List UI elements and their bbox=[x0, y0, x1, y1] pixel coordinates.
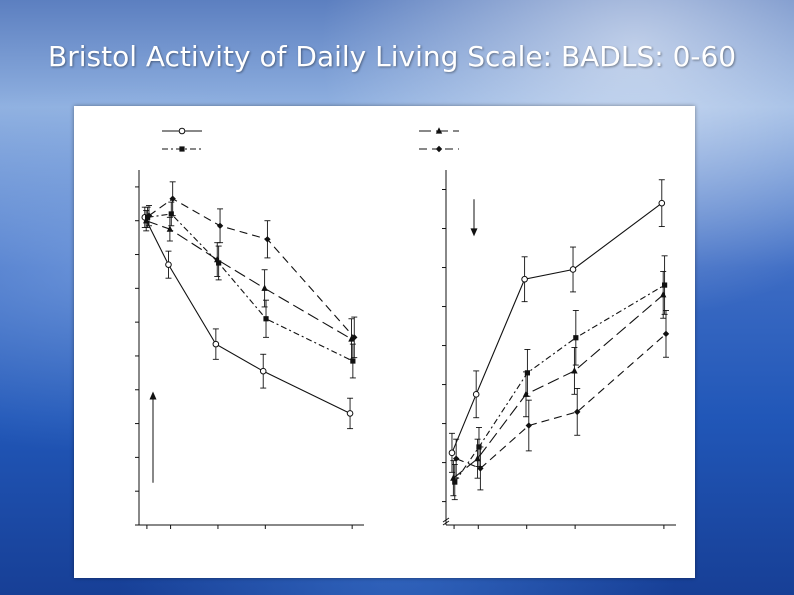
badls-series-active-donepezil-and-placebo-memantine-point bbox=[571, 367, 578, 374]
badls-series-placebo-donepezil-and-placebo-memantine-point bbox=[472, 391, 480, 398]
badls-series-placebo-donepezil-and-active-memantine-point bbox=[452, 479, 458, 485]
smmse-series-placebo-donepezil-and-active-memantine-line bbox=[147, 213, 354, 362]
smmse-series-active-donepezil-and-active-memantine-line bbox=[148, 198, 355, 338]
smmse-series-placebo-donepezil-and-placebo-memantine-point bbox=[259, 367, 267, 375]
smmse-series-active-donepezil-and-active-memantine-point bbox=[216, 222, 224, 229]
badls-chart bbox=[442, 170, 676, 529]
badls-series-placebo-donepezil-and-placebo-memantine-point bbox=[569, 266, 577, 273]
badls-series-active-donepezil-and-active-memantine-line bbox=[455, 333, 667, 470]
smmse-series-placebo-donepezil-and-placebo-memantine-point bbox=[212, 340, 220, 348]
badls-axis-break bbox=[442, 520, 450, 526]
badls-series-active-donepezil-and-active-memantine-point bbox=[662, 330, 670, 338]
badls-axis-break bbox=[442, 517, 450, 523]
badls-series-placebo-donepezil-and-active-memantine-point bbox=[524, 370, 531, 376]
slide-title: Bristol Activity of Daily Living Scale: … bbox=[48, 40, 737, 73]
smmse-series-active-donepezil-and-active-memantine-point bbox=[169, 195, 176, 202]
smmse-series-placebo-donepezil-and-active-memantine-point bbox=[216, 260, 222, 266]
figure-panel bbox=[74, 106, 695, 578]
smmse-improvement-arrowhead bbox=[149, 391, 157, 400]
legend-marker-placebo-donepezil-and-placebo-memantine bbox=[178, 127, 186, 135]
badls-series-placebo-donepezil-and-placebo-memantine-line bbox=[451, 202, 663, 454]
smmse-series-placebo-donepezil-and-placebo-memantine-point bbox=[165, 261, 172, 268]
smmse-series-placebo-donepezil-and-active-memantine-point bbox=[168, 211, 174, 217]
badls-series-active-donepezil-and-active-memantine-point bbox=[574, 408, 581, 416]
smmse-series-active-donepezil-and-placebo-memantine-line bbox=[146, 220, 352, 340]
legend bbox=[162, 127, 459, 153]
smmse-series-placebo-donepezil-and-active-memantine-point bbox=[263, 316, 269, 322]
badls-series-placebo-donepezil-and-placebo-memantine-point bbox=[658, 199, 666, 207]
smmse-series-active-donepezil-and-placebo-memantine-point bbox=[348, 335, 355, 342]
badls-series-active-donepezil-and-active-memantine-point bbox=[477, 465, 484, 472]
badls-series-placebo-donepezil-and-active-memantine-point bbox=[661, 282, 668, 288]
badls-series-placebo-donepezil-and-placebo-memantine-point bbox=[521, 275, 528, 283]
smmse-series-placebo-donepezil-and-active-memantine-point bbox=[350, 358, 356, 364]
smmse-series-placebo-donepezil-and-placebo-memantine-point bbox=[346, 410, 354, 417]
smmse-series-active-donepezil-and-placebo-memantine-point bbox=[261, 284, 268, 291]
badls-series-active-donepezil-and-placebo-memantine-point bbox=[659, 291, 667, 298]
smmse-series-active-donepezil-and-active-memantine-point bbox=[145, 212, 153, 219]
badls-series-placebo-donepezil-and-placebo-memantine-point bbox=[448, 449, 456, 457]
smmse-series-active-donepezil-and-active-memantine-point bbox=[264, 236, 271, 243]
badls-improvement-arrowhead bbox=[470, 228, 478, 237]
badls-series-placebo-donepezil-and-active-memantine-point bbox=[573, 335, 579, 341]
figure-svg bbox=[135, 127, 676, 529]
legend-marker-active-donepezil-and-placebo-memantine bbox=[435, 127, 443, 134]
badls-series-active-donepezil-and-active-memantine-point bbox=[525, 422, 533, 429]
smmse-series-active-donepezil-and-placebo-memantine-point bbox=[166, 225, 174, 232]
legend-marker-placebo-donepezil-and-active-memantine bbox=[179, 146, 185, 152]
badls-series-active-donepezil-and-placebo-memantine-line bbox=[453, 294, 664, 479]
smmse-series-placebo-donepezil-and-placebo-memantine-line bbox=[144, 217, 351, 414]
smmse-chart bbox=[135, 170, 364, 529]
legend-marker-active-donepezil-and-active-memantine bbox=[435, 145, 443, 153]
badls-series-placebo-donepezil-and-active-memantine-line bbox=[454, 284, 665, 483]
badls-series-active-donepezil-and-active-memantine-point bbox=[452, 455, 460, 462]
